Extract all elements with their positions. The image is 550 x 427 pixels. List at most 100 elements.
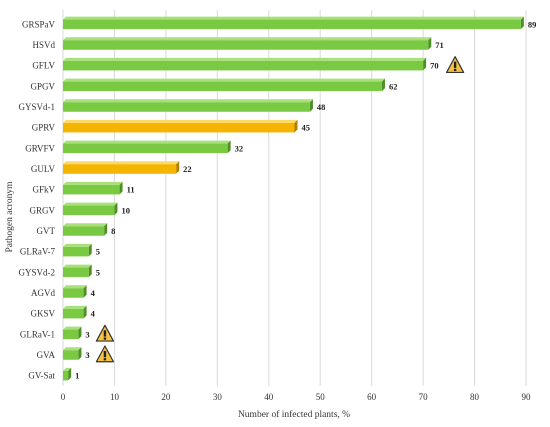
bar: [63, 264, 92, 278]
x-tick-label: 50: [316, 392, 326, 402]
bar: [63, 181, 123, 195]
value-label: 5: [96, 267, 100, 277]
value-label: 4: [91, 288, 96, 298]
warning-triangle-icon: [445, 56, 465, 74]
bar-top-face: [63, 161, 180, 165]
bar: [63, 78, 385, 92]
category-label: GRSPaV: [22, 19, 56, 29]
warning-triangle-icon: [95, 345, 115, 363]
bar: [63, 347, 82, 360]
bar-front-face: [63, 226, 105, 236]
bar-front-face: [63, 40, 429, 50]
bar: [63, 119, 298, 133]
x-tick-label: 90: [522, 392, 532, 402]
x-tick-label: 20: [161, 392, 171, 402]
bar-side-face: [309, 99, 313, 112]
bar-side-face: [104, 223, 108, 236]
value-label: 32: [235, 143, 244, 153]
bar-side-face: [68, 367, 72, 381]
category-label: GFLV: [32, 61, 55, 71]
bar: [63, 99, 313, 112]
bar: [63, 326, 82, 340]
bar-top-face: [63, 16, 524, 20]
bar-front-face: [63, 370, 69, 381]
bar-side-face: [119, 181, 123, 195]
bar-top-face: [63, 305, 87, 309]
bar-top-face: [63, 119, 298, 123]
bar-front-face: [63, 205, 115, 216]
bar-side-face: [381, 78, 385, 92]
value-label: 4: [91, 309, 96, 319]
bar-front-face: [63, 184, 120, 195]
category-label: GRGV: [29, 205, 55, 215]
warning-bar: [103, 330, 107, 337]
bar-front-face: [63, 143, 228, 154]
bar-top-face: [63, 181, 123, 185]
bar-side-face: [520, 16, 524, 30]
bar-front-face: [63, 102, 310, 112]
value-label: 10: [121, 205, 130, 215]
bar-side-face: [78, 326, 82, 340]
bar-top-face: [63, 367, 72, 371]
grid-lines: [62, 10, 527, 386]
warning-triangle-icon: [95, 324, 115, 342]
bar: [63, 305, 87, 319]
bar-top-face: [63, 264, 92, 268]
bar: [63, 16, 524, 30]
category-label: GV-Sat: [28, 371, 55, 381]
bar: [63, 161, 180, 174]
x-tick-label: 30: [213, 392, 223, 402]
value-label: 22: [183, 164, 192, 174]
category-label: GPGV: [30, 81, 55, 91]
bar: [63, 202, 118, 216]
value-label: 11: [127, 185, 135, 195]
warning-bar: [103, 350, 107, 358]
value-label: 3: [85, 350, 89, 360]
bar-front-face: [63, 246, 89, 257]
bar-front-face: [63, 288, 84, 298]
category-label: GVA: [37, 350, 56, 360]
value-label: 1: [75, 371, 79, 381]
bar-front-face: [63, 164, 177, 174]
bar-front-face: [63, 329, 79, 340]
warning-dot: [103, 358, 107, 361]
warning-dot: [453, 68, 457, 72]
category-label: GFkV: [32, 185, 55, 195]
bar-side-face: [88, 264, 92, 278]
value-label: 62: [389, 81, 398, 91]
bar: [63, 367, 72, 381]
bar-top-face: [63, 326, 82, 330]
bar-front-face: [63, 122, 295, 133]
bar: [63, 223, 108, 236]
category-label: GVT: [37, 226, 56, 236]
bar-side-face: [83, 285, 87, 298]
value-label: 3: [85, 329, 89, 339]
x-tick-label: 60: [367, 392, 377, 402]
value-label: 70: [430, 61, 439, 71]
category-label: GLRaV-1: [20, 329, 55, 339]
value-label: 45: [302, 123, 311, 133]
bar-side-face: [78, 347, 82, 360]
bar-side-face: [227, 140, 231, 154]
warning-bar: [453, 61, 457, 68]
category-label: HSVd: [32, 40, 55, 50]
bar-top-face: [63, 99, 313, 103]
bar-top-face: [63, 285, 87, 289]
bar-top-face: [63, 140, 231, 144]
bar: [63, 57, 427, 71]
value-label: 8: [111, 226, 115, 236]
bars: [63, 16, 524, 381]
x-tick-label: 40: [264, 392, 274, 402]
x-tick-label: 70: [419, 392, 429, 402]
bar-top-face: [63, 78, 385, 82]
category-label: GLRaV-7: [20, 247, 56, 257]
category-labels: GRSPaV HSVd GFLV GPGV GYSVd-1 GPRV GRVFV GULV GF…: [18, 19, 55, 380]
bar: [63, 140, 231, 154]
bar-front-face: [63, 308, 84, 319]
y-axis-title: Pathogen acronym: [5, 181, 15, 253]
category-label: GULV: [31, 164, 56, 174]
bar-top-face: [63, 347, 82, 351]
warning-markers: [95, 56, 465, 363]
